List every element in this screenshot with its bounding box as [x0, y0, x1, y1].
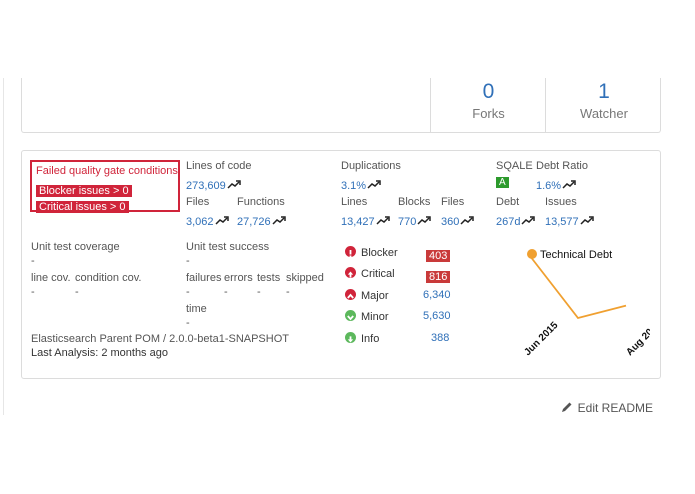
pencil-icon: [561, 402, 572, 412]
dup-lines-label: Lines: [341, 196, 368, 208]
legend-label: Technical Debt: [540, 249, 612, 261]
edit-readme-button[interactable]: Edit README: [561, 401, 653, 415]
files-value[interactable]: 3,062: [186, 216, 214, 228]
severity-critical-label: Critical: [361, 268, 395, 280]
unit-test-success-value: -: [186, 255, 190, 267]
repo-stats-box: 0 Forks 1 Watcher: [21, 78, 661, 133]
time-value: -: [186, 317, 190, 329]
functions-value[interactable]: 27,726: [237, 216, 271, 228]
edit-readme-label: Edit README: [577, 401, 653, 415]
duplications-label: Duplications: [341, 160, 401, 172]
severity-blocker-label: Blocker: [361, 247, 398, 259]
trend-up-icon: [215, 216, 229, 225]
dup-files-value[interactable]: 360: [441, 216, 460, 228]
severity-critical-count[interactable]: 816: [426, 271, 451, 283]
lines-of-code-value[interactable]: 273,609: [186, 180, 226, 192]
dup-files-label: Files: [441, 196, 465, 208]
debt-value[interactable]: 267d: [496, 216, 521, 228]
severity-info-count[interactable]: 388: [431, 332, 450, 344]
trend-up-icon: [580, 216, 594, 225]
errors-label: errors: [224, 272, 253, 284]
line-cov-value: -: [31, 286, 35, 298]
watchers-count: 1: [598, 80, 610, 103]
dup-blocks-label: Blocks: [398, 196, 431, 208]
sonar-summary-card: [21, 150, 661, 379]
dup-lines-value[interactable]: 13,427: [341, 216, 375, 228]
page-left-border: [3, 78, 4, 415]
time-label: time: [186, 303, 207, 315]
watchers-label: Watcher: [580, 106, 628, 121]
tests-label: tests: [257, 272, 281, 284]
exclamation-icon: [345, 246, 356, 258]
project-name: Elasticsearch Parent POM / 2.0.0-beta1-S…: [31, 333, 289, 345]
watchers-stat[interactable]: 1 Watcher: [545, 78, 662, 132]
debt-label: Debt: [496, 196, 520, 208]
trend-up-icon: [562, 180, 576, 189]
trend-up-icon: [227, 180, 241, 189]
tests-value: -: [257, 286, 261, 298]
issues-label: Issues: [545, 196, 577, 208]
technical-debt-chart: Technical Debt Jun 2015 Aug 2015: [522, 249, 650, 359]
severity-blocker-count[interactable]: 403: [426, 250, 451, 262]
severity-major-count[interactable]: 6,340: [423, 289, 451, 301]
unit-test-coverage-label: Unit test coverage: [31, 241, 120, 253]
quality-gate-title: Failed quality gate conditions:: [36, 165, 181, 177]
files-label: Files: [186, 196, 210, 208]
forks-label: Forks: [472, 106, 505, 121]
sqale-label: SQALE: [496, 160, 533, 172]
lines-of-code-label: Lines of code: [186, 160, 252, 172]
gate-condition-blocker: Blocker issues > 0: [36, 185, 132, 197]
arrow-up-icon: [345, 267, 356, 278]
chevron-down-icon: [345, 310, 356, 321]
forks-count: 0: [482, 80, 495, 103]
line-cov-label: line cov.: [31, 272, 71, 284]
trend-up-icon: [521, 216, 536, 225]
debt-ratio-value[interactable]: 1.6%: [536, 180, 562, 192]
condition-cov-value: -: [75, 286, 79, 298]
trend-up-icon: [460, 216, 475, 225]
trend-up-icon: [367, 180, 381, 189]
sqale-rating-badge[interactable]: A: [496, 177, 509, 188]
x-tick-aug-2015: Aug 2015: [624, 319, 650, 359]
skipped-label: skipped: [286, 272, 324, 284]
chevron-up-icon: [345, 289, 356, 300]
failures-label: failures: [186, 272, 222, 284]
failures-value: -: [186, 286, 190, 298]
forks-stat[interactable]: 0 Forks: [430, 78, 546, 132]
arrow-down-icon: [345, 332, 356, 343]
trend-up-icon: [272, 216, 286, 225]
unit-test-coverage-value: -: [31, 255, 35, 267]
severity-info-label: Info: [361, 333, 380, 345]
skipped-value: -: [286, 286, 290, 298]
errors-value: -: [224, 286, 228, 298]
functions-label: Functions: [237, 196, 285, 208]
issues-by-severity: Blocker 403 Critical 816 Major 6,340 Min…: [345, 245, 455, 345]
condition-cov-label: condition cov.: [75, 272, 142, 284]
issues-value[interactable]: 13,577: [545, 216, 579, 228]
technical-debt-line: [529, 255, 627, 320]
unit-test-success-label: Unit test success: [186, 241, 270, 253]
quality-gate-box: Failed quality gate conditions: Blocker …: [30, 160, 181, 213]
x-tick-jun-2015: Jun 2015: [522, 320, 560, 358]
debt-ratio-label: Debt Ratio: [536, 160, 588, 172]
last-analysis: Last Analysis: 2 months ago: [31, 347, 168, 359]
severity-minor-label: Minor: [361, 311, 389, 323]
dup-blocks-value[interactable]: 770: [398, 216, 417, 228]
duplications-value[interactable]: 3.1%: [341, 180, 367, 192]
trend-up-icon: [376, 216, 390, 225]
severity-minor-count[interactable]: 5,630: [423, 310, 451, 322]
gate-condition-critical: Critical issues > 0: [36, 201, 129, 213]
severity-major-label: Major: [361, 290, 389, 302]
trend-up-icon: [417, 216, 432, 225]
